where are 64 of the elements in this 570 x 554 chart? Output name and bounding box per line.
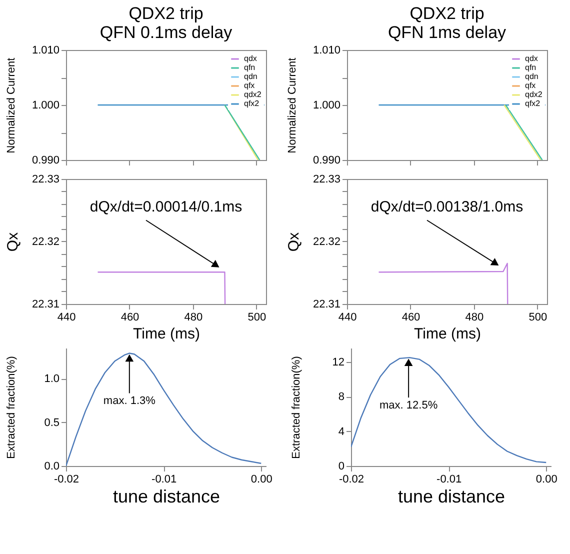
x-tick-label: -0.02 (338, 474, 364, 486)
legend-label: qfx (244, 81, 255, 90)
y-tick-label: 1.000 (32, 100, 60, 112)
legend-label: qdn (244, 72, 258, 81)
annotation: max. 1.3% (103, 395, 156, 408)
y-tick-label: 22.31 (32, 298, 60, 310)
y-tick-label: 1.010 (32, 44, 60, 56)
annotation: max. 12.5% (380, 400, 438, 412)
x-tick-label: 440 (57, 312, 76, 324)
y-tick-label: 0.5 (44, 416, 60, 429)
x-axis-title: Time (ms) (414, 326, 481, 342)
y-tick-label: 22.32 (32, 236, 60, 248)
chart-title: QDX2 trip QFN 0.1ms delay (100, 4, 233, 42)
legend-label: qfn (525, 63, 536, 72)
x-tick-label: 0.00 (536, 474, 558, 486)
x-tick-label: -0.01 (152, 474, 177, 486)
y-tick-label: 12 (332, 356, 344, 368)
y-tick-label: 22.33 (312, 174, 340, 186)
line-series (66, 352, 262, 466)
y-tick-label: 22.33 (32, 174, 60, 186)
x-tick-label: 460 (120, 312, 140, 324)
legend-label: qfx (525, 81, 536, 90)
legend-label: qdx (525, 54, 538, 63)
y-axis-title: Normalized Current (286, 58, 298, 154)
x-tick-label: 460 (402, 312, 420, 324)
annotation: dQx/dt=0.00138/1.0ms (370, 198, 524, 216)
y-tick-label: 1.010 (312, 44, 340, 56)
y-axis-title: Qx (4, 232, 22, 252)
y-axis-title: Normalized Current (6, 58, 18, 154)
y-tick-label: 0 (338, 460, 344, 472)
x-tick-label: -0.02 (54, 474, 80, 486)
y-tick-label: 8 (338, 391, 344, 404)
y-axis-title: Extracted fraction(%) (6, 356, 18, 459)
x-tick-label: 440 (338, 312, 357, 324)
x-tick-label: 500 (248, 312, 266, 324)
legend-label: qfx2 (244, 99, 260, 108)
y-tick-label: 22.32 (312, 236, 340, 248)
x-tick-label: -0.01 (436, 474, 462, 486)
y-tick-label: 0.990 (32, 154, 60, 166)
x-tick-label: 500 (528, 312, 548, 324)
x-axis-title: tune distance (112, 486, 220, 506)
y-axis-title: Qx (286, 232, 302, 252)
x-axis-title: Time (ms) (133, 326, 200, 342)
legend-label: qfx2 (525, 99, 541, 108)
y-tick-label: 4 (338, 426, 344, 438)
legend-label: qfn (244, 63, 256, 72)
y-tick-label: 22.31 (312, 298, 340, 310)
x-axis-title: tune distance (398, 486, 506, 506)
x-tick-label: 480 (465, 312, 484, 324)
y-tick-label: 0.990 (312, 154, 340, 166)
y-axis-title: Extracted fraction(%) (290, 356, 302, 459)
y-tick-label: 1.000 (312, 100, 340, 112)
y-tick-label: 1.0 (44, 373, 60, 386)
line-series (378, 262, 508, 304)
legend-label: qdx2 (525, 90, 543, 99)
line-series (351, 356, 547, 464)
x-tick-label: 0.00 (250, 474, 272, 486)
x-tick-label: 480 (184, 312, 203, 324)
annotation: dQx/dt=0.00014/0.1ms (90, 198, 242, 216)
chart-title: QDX2 trip QFN 1ms delay (388, 4, 507, 42)
legend-label: qdx (244, 54, 257, 63)
legend-label: qdx2 (244, 90, 262, 99)
legend-label: qdn (525, 72, 538, 81)
y-tick-label: 0.0 (44, 460, 60, 472)
